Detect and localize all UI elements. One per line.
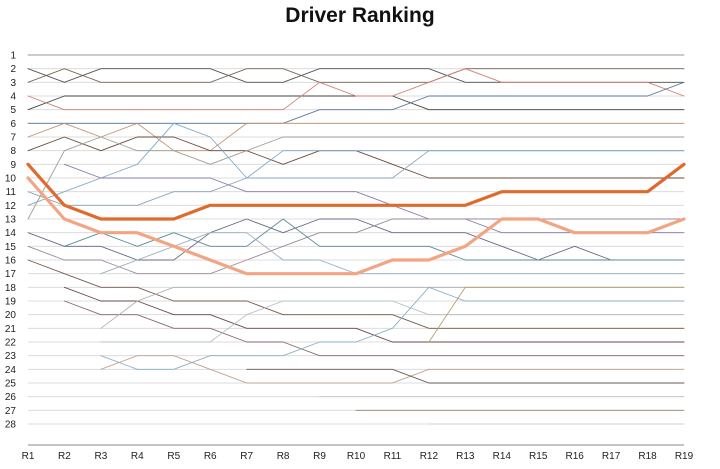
y-tick-label: 21 xyxy=(5,324,17,335)
y-tick-label: 24 xyxy=(5,365,17,376)
series-line xyxy=(27,122,685,206)
series-line xyxy=(100,232,685,275)
y-tick-label: 1 xyxy=(10,51,16,62)
y-tick-label: 9 xyxy=(10,160,16,171)
y-tick-label: 23 xyxy=(5,351,17,362)
y-tick-label: 11 xyxy=(6,187,17,198)
series-line xyxy=(27,218,685,261)
y-tick-label: 7 xyxy=(10,133,16,144)
y-tick-label: 22 xyxy=(5,338,17,349)
y-tick-label: 12 xyxy=(5,201,17,212)
x-tick-label: R5 xyxy=(167,451,180,462)
y-tick-label: 16 xyxy=(5,256,17,267)
y-tick-label: 13 xyxy=(5,215,17,226)
chart-title: Driver Ranking xyxy=(285,4,435,27)
y-tick-label: 14 xyxy=(5,228,17,239)
x-tick-label: R12 xyxy=(420,451,439,462)
series-line xyxy=(100,355,685,384)
y-tick-label: 20 xyxy=(5,310,17,321)
series-line xyxy=(27,136,685,179)
y-tick-label: 8 xyxy=(10,146,16,157)
series-line xyxy=(27,81,685,124)
x-tick-label: R9 xyxy=(313,451,326,462)
series-line xyxy=(27,95,685,111)
x-tick-label: R13 xyxy=(456,451,475,462)
series-line xyxy=(27,259,685,329)
y-tick-label: 10 xyxy=(5,174,17,185)
x-tick-label: R11 xyxy=(384,451,402,462)
y-tick-label: 25 xyxy=(5,379,17,390)
x-tick-label: R4 xyxy=(131,451,144,462)
y-tick-label: 6 xyxy=(10,119,16,130)
series-line xyxy=(27,68,685,83)
x-tick-label: R10 xyxy=(347,451,366,462)
x-tick-label: R7 xyxy=(240,451,253,462)
y-tick-label: 18 xyxy=(5,283,17,294)
x-tick-label: R6 xyxy=(204,451,217,462)
x-tick-label: R16 xyxy=(565,451,584,462)
series-line xyxy=(100,286,685,329)
series-line xyxy=(100,286,685,370)
series-line xyxy=(27,68,685,111)
series-line xyxy=(27,218,685,275)
x-tick-label: R18 xyxy=(638,451,657,462)
x-tick-label: R19 xyxy=(675,451,694,462)
y-tick-label: 5 xyxy=(10,105,16,116)
y-tick-label: 2 xyxy=(10,64,16,75)
x-tick-label: R15 xyxy=(529,451,548,462)
series-line xyxy=(63,218,685,261)
series-line xyxy=(428,286,685,343)
y-tick-label: 19 xyxy=(5,297,17,308)
y-tick-label: 15 xyxy=(5,242,17,253)
x-tick-label: R3 xyxy=(94,451,107,462)
y-tick-label: 27 xyxy=(5,406,17,417)
x-tick-label: R1 xyxy=(22,451,35,462)
y-tick-label: 26 xyxy=(5,392,17,403)
y-tick-label: 17 xyxy=(5,269,17,280)
x-tick-label: R14 xyxy=(493,451,512,462)
x-tick-label: R17 xyxy=(602,451,621,462)
y-tick-label: 28 xyxy=(5,420,17,431)
series-line xyxy=(27,136,685,220)
highlight-series-line xyxy=(26,162,686,221)
series-line xyxy=(100,300,685,343)
series-line xyxy=(27,122,685,152)
series-line xyxy=(246,368,685,384)
highlight-series-line xyxy=(26,176,686,276)
y-tick-label: 3 xyxy=(10,78,16,89)
series-line xyxy=(27,68,685,83)
series-line xyxy=(63,163,685,234)
x-tick-label: R2 xyxy=(58,451,71,462)
series-line xyxy=(63,300,685,357)
x-tick-label: R8 xyxy=(277,451,290,462)
y-tick-label: 4 xyxy=(10,92,16,103)
